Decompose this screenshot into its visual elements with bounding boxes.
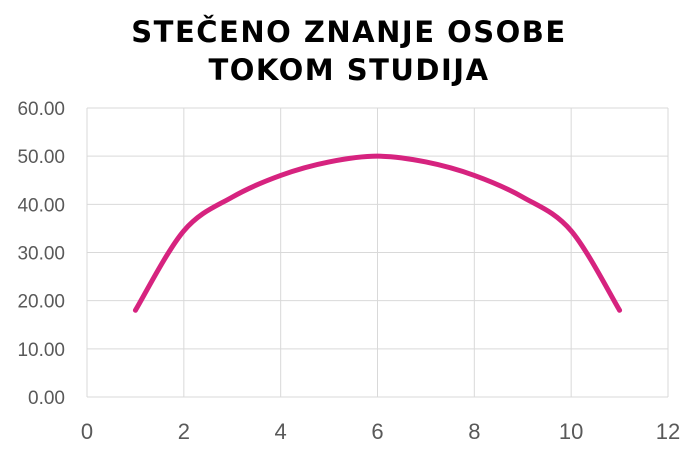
- chart-title: STEČENO ZNANJE OSOBE TOKOM STUDIJA: [131, 15, 566, 87]
- y-tick-label: 40.00: [17, 195, 65, 216]
- x-tick-label: 8: [468, 419, 480, 444]
- series-line-1: [132, 153, 623, 313]
- y-tick-label: 10.00: [17, 340, 65, 361]
- x-tick-label: 2: [178, 419, 190, 444]
- x-tick-label: 12: [656, 419, 680, 444]
- y-axis-tick-labels: 0.00 10.00 20.00 30.00 40.00 50.00 60.00: [17, 99, 65, 409]
- y-tick-label: 50.00: [17, 147, 65, 168]
- gridlines: [86, 107, 669, 398]
- x-tick-label: 6: [371, 419, 383, 444]
- chart-title-line-2: TOKOM STUDIJA: [208, 53, 489, 87]
- y-tick-label: 60.00: [17, 99, 65, 120]
- axes: [86, 108, 668, 398]
- x-tick-label: 0: [81, 419, 93, 444]
- x-tick-label: 10: [559, 419, 583, 444]
- x-axis-tick-labels: 0 2 4 6 8 10 12: [81, 419, 680, 444]
- plot-area-series: [132, 153, 623, 313]
- chart-title-line-1: STEČENO ZNANJE OSOBE: [131, 15, 566, 49]
- x-tick-label: 4: [275, 419, 287, 444]
- y-tick-label: 0.00: [28, 388, 65, 409]
- y-tick-label: 20.00: [17, 292, 65, 313]
- y-tick-label: 30.00: [17, 244, 65, 265]
